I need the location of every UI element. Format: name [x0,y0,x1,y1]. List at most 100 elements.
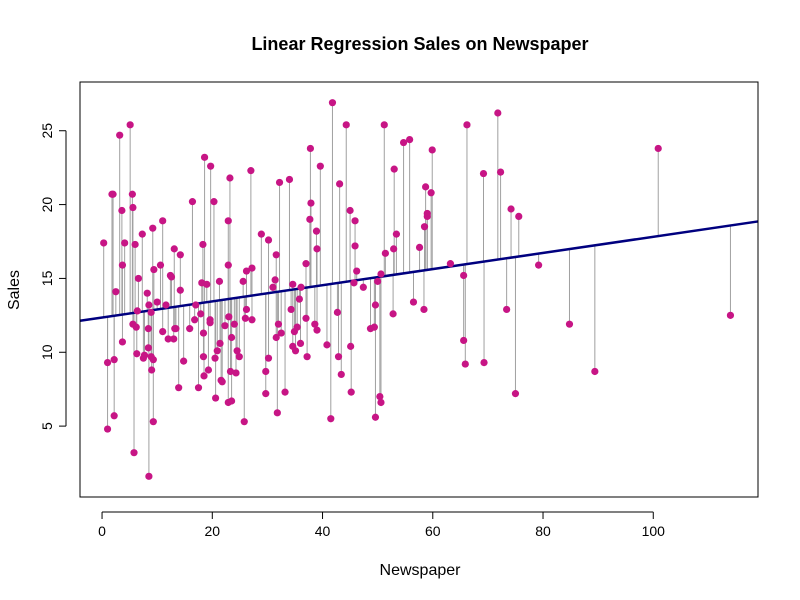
x-tick-label: 80 [535,523,551,539]
data-point [346,206,354,215]
data-point [226,367,235,376]
data-point [287,305,295,314]
data-point [212,394,220,402]
data-point [277,329,285,337]
data-point [380,121,388,129]
x-axis: 0 20 40 60 80 100 [98,511,665,539]
data-point [306,215,314,223]
data-point [147,308,155,316]
data-point [162,301,170,309]
data-point [337,370,345,379]
data-point [479,169,488,178]
data-point [390,245,398,253]
x-tick-label: 20 [205,523,221,539]
data-point [167,273,176,281]
data-point [293,323,301,331]
y-tick-label: 10 [39,344,55,360]
data-point [342,121,350,129]
data-point [126,121,134,129]
data-point [128,190,136,198]
data-point [289,280,297,288]
data-point [423,209,431,218]
data-point [503,305,511,314]
data-point [224,261,232,269]
data-point [232,369,240,377]
data-point [230,320,238,328]
data-point [591,367,599,376]
data-point [328,99,337,107]
data-point [216,339,224,348]
x-tick-label: 60 [425,523,441,539]
data-point [427,189,435,197]
data-point [131,240,139,249]
data-point [149,418,157,426]
data-point [210,198,218,206]
data-point [390,165,398,173]
data-point [118,261,127,269]
data-point [313,326,321,334]
data-point [274,320,283,328]
data-point [420,305,428,314]
data-point [306,144,315,153]
data-point [461,360,469,368]
data-point [262,367,270,376]
data-point [353,267,361,275]
data-point [240,418,248,426]
data-point [224,217,232,225]
y-tick-label: 15 [39,270,55,286]
data-point [207,162,215,170]
data-point [496,168,505,176]
data-point [406,136,414,144]
data-point [511,390,520,398]
data-point [144,344,152,352]
data-point [371,413,380,421]
data-point [206,319,214,327]
data-point [197,310,205,318]
regression-line-group [79,220,759,323]
data-point [170,335,178,343]
plot-frame [79,81,759,498]
data-point [392,230,400,238]
data-point [271,276,279,284]
data-point [186,325,194,333]
data-point [281,388,289,396]
data-point [334,353,343,361]
data-point [211,354,219,362]
data-point [295,295,303,303]
y-axis-label: Sales [6,270,23,310]
data-point [118,206,126,215]
data-point [389,310,397,318]
data-point [159,327,167,336]
data-point [494,109,502,117]
data-point [130,449,138,457]
data-point [149,224,157,232]
data-point [112,288,120,296]
data-point [233,347,241,355]
data-point [257,230,265,238]
x-tick-label: 40 [315,523,331,539]
data-point [460,271,468,280]
data-point [248,264,256,272]
data-point [213,347,221,355]
data-point [164,335,172,343]
data-point [133,307,141,315]
data-point [180,357,188,365]
data-point [138,230,146,238]
y-tick-label: 5 [39,422,55,430]
data-point [235,353,243,361]
data-point [247,167,255,175]
data-point [409,298,418,306]
data-point [303,353,311,361]
data-point [296,339,305,348]
data-point [118,338,127,346]
data-point [351,217,359,225]
data-point [381,249,389,257]
data-point [145,472,153,480]
data-point [272,333,280,342]
data-point [446,260,455,268]
data-point [377,270,385,278]
data-point [333,308,342,316]
data-point [654,144,662,153]
residual-lines [103,102,731,477]
data-point [159,217,167,225]
